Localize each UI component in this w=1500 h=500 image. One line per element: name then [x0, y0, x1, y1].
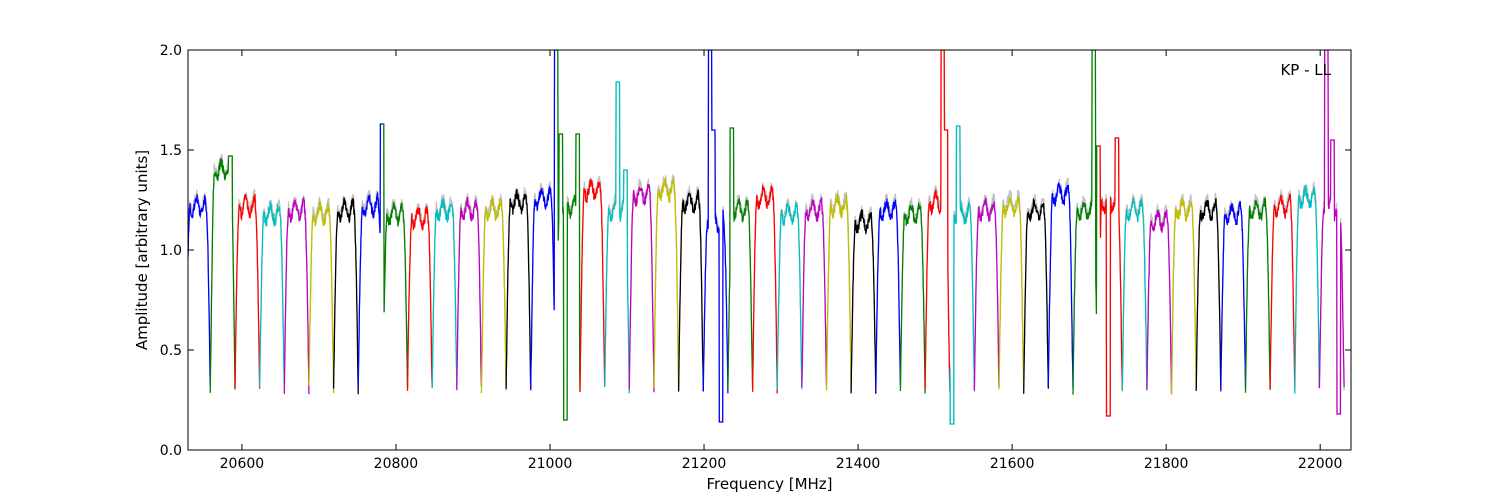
channel-trace	[505, 188, 532, 389]
channel-trace	[234, 194, 261, 389]
channel-trace	[1121, 197, 1148, 392]
channel-trace	[308, 200, 335, 394]
channel-trace	[875, 198, 902, 394]
background-trace	[530, 50, 556, 391]
x-tick-label: 20800	[374, 456, 419, 472]
channel-trace	[949, 125, 976, 425]
channel-trace	[924, 50, 951, 391]
channel-trace	[677, 189, 704, 392]
channel-trace	[1220, 201, 1247, 392]
x-tick-label: 21800	[1144, 456, 1189, 472]
x-tick-label: 21200	[682, 456, 727, 472]
channel-trace	[776, 202, 803, 390]
y-axis-title: Amplitude [arbitrary units]	[133, 150, 151, 350]
channel-trace	[1047, 181, 1074, 389]
channel-trace	[1146, 209, 1173, 394]
channel-trace	[1269, 193, 1296, 390]
channel-trace	[998, 195, 1025, 390]
channel-trace	[209, 155, 236, 393]
y-tick-label: 1.0	[160, 243, 182, 259]
channel-trace	[1195, 198, 1222, 391]
channel-trace	[456, 196, 483, 391]
channel-trace	[188, 194, 211, 387]
axis-ticks: 20600 20800 21000 21200 21400 21600 21800 22000…	[160, 43, 1351, 472]
channel-trace	[899, 201, 926, 394]
x-tick-label: 21000	[528, 456, 573, 472]
channel-trace	[530, 50, 556, 391]
channel-trace	[1318, 50, 1345, 415]
channel-trace	[1072, 50, 1098, 395]
channel-trace	[751, 184, 778, 394]
channel-trace	[382, 123, 409, 389]
channel-trace	[973, 197, 1000, 391]
x-tick-label: 20600	[220, 456, 265, 472]
channel-trace	[1244, 197, 1271, 393]
channel-trace	[480, 198, 507, 394]
channel-trace	[1097, 137, 1123, 417]
channel-trace	[825, 193, 852, 393]
y-tick-label: 0.5	[160, 343, 182, 359]
y-tick-label: 1.5	[160, 143, 182, 159]
background-trace	[382, 123, 409, 388]
x-axis-title: Frequency [MHz]	[706, 475, 832, 493]
baseline-annotation: KP - LL	[1280, 61, 1331, 79]
channel-trace	[1023, 198, 1049, 394]
channel-trace	[357, 123, 383, 390]
y-tick-label: 0.0	[160, 443, 182, 459]
channel-trace	[801, 197, 828, 388]
channel-trace	[653, 177, 680, 389]
channel-trace	[579, 179, 606, 392]
channel-trace	[332, 197, 359, 395]
spectrum-traces	[188, 50, 1345, 425]
y-tick-label: 2.0	[160, 43, 182, 59]
channel-trace	[850, 209, 877, 394]
channel-trace	[555, 50, 581, 421]
channel-trace	[431, 198, 458, 389]
x-tick-label: 21600	[990, 456, 1035, 472]
channel-trace	[702, 50, 729, 423]
background-trace	[727, 127, 754, 391]
plot-frame	[187, 49, 1352, 451]
background-trace	[357, 123, 383, 385]
background-trace	[604, 81, 630, 389]
channel-trace	[258, 201, 285, 388]
channel-trace	[406, 205, 433, 391]
x-tick-label: 21400	[836, 456, 881, 472]
background-trace	[1072, 50, 1098, 390]
x-tick-label: 22000	[1298, 456, 1343, 472]
channel-trace	[1170, 197, 1197, 395]
channel-trace	[727, 127, 754, 389]
channel-trace	[1294, 183, 1321, 394]
channel-trace	[628, 183, 655, 393]
channel-trace	[283, 196, 310, 395]
channel-trace	[604, 81, 630, 394]
